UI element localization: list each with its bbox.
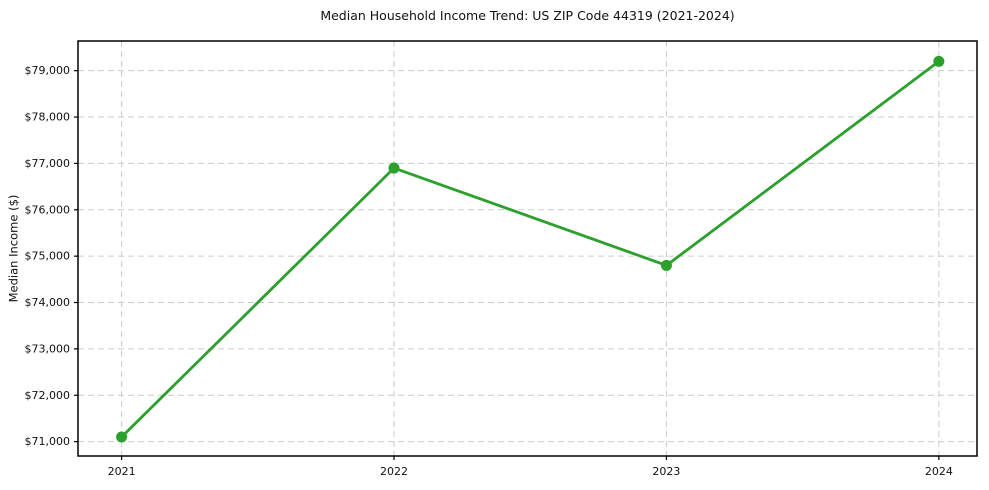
y-tick-label: $71,000 (25, 435, 71, 448)
y-tick-label: $74,000 (25, 296, 71, 309)
data-point-2021 (116, 431, 128, 443)
x-tick-label: 2023 (652, 465, 680, 478)
y-tick-label: $79,000 (25, 64, 71, 77)
trend-line (120, 60, 941, 439)
x-tick-label: 2024 (925, 465, 953, 478)
data-point-2023 (660, 259, 672, 271)
y-tick-label: $73,000 (25, 342, 71, 355)
x-tick-label: 2021 (108, 465, 136, 478)
y-tick-label: $78,000 (25, 111, 71, 124)
data-point-2024 (933, 55, 945, 67)
y-tick-label: $77,000 (25, 157, 71, 170)
x-tick-label: 2022 (380, 465, 408, 478)
y-tick-label: $75,000 (25, 250, 71, 263)
plot-border (77, 40, 978, 457)
data-point-2022 (388, 162, 400, 174)
chart-title: Median Household Income Trend: US ZIP Co… (320, 8, 735, 23)
y-tick-label: $76,000 (25, 203, 71, 216)
y-tick-label: $72,000 (25, 389, 71, 402)
